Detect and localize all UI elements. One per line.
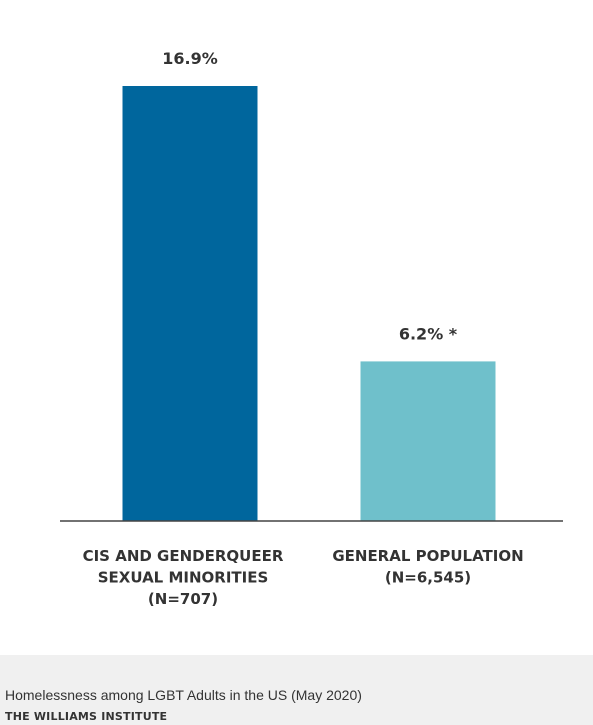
bar-value-label-1: 16.9% (162, 49, 218, 68)
source-label: THE WILLIAMS INSTITUTE (5, 710, 168, 723)
category-label-2-line-2: (N=6,545) (385, 569, 471, 587)
chart-panel: 16.9% CIS AND GENDERQUEER SEXUAL MINORITIE… (0, 0, 593, 655)
category-label-1-line-1: CIS AND GENDERQUEER (83, 547, 284, 565)
bar-1 (122, 86, 258, 521)
category-label-1-line-3: (N=707) (148, 590, 218, 608)
bar-2 (360, 361, 496, 521)
bar-value-label-2: 6.2% * (399, 324, 458, 343)
category-label-1-line-2: SEXUAL MINORITIES (98, 569, 269, 587)
category-label-2-line-1: GENERAL POPULATION (332, 547, 523, 565)
bar-chart: 16.9% CIS AND GENDERQUEER SEXUAL MINORITIE… (60, 49, 563, 608)
chart-caption: Homelessness among LGBT Adults in the US… (5, 687, 362, 703)
